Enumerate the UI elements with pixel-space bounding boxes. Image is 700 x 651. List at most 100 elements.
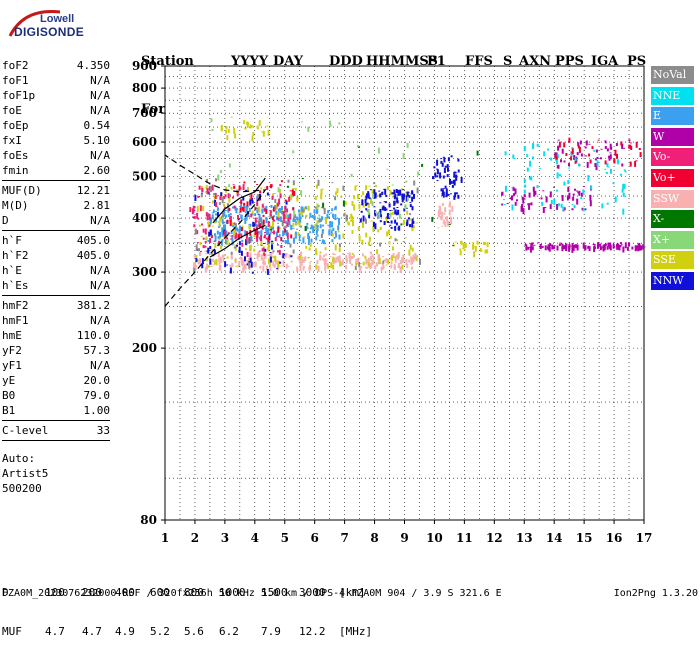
- echo-point: [357, 194, 360, 199]
- param-row-b1: B1 1.00: [2, 403, 110, 418]
- echo-point: [292, 180, 295, 186]
- echo-point: [372, 256, 375, 259]
- echo-point: [370, 220, 373, 222]
- echo-point: [382, 265, 385, 270]
- echo-point: [575, 244, 578, 249]
- echo-point: [365, 185, 368, 191]
- echo-point: [249, 124, 252, 129]
- echo-point: [634, 160, 637, 167]
- echo-point: [345, 265, 348, 270]
- echo-point: [573, 155, 576, 160]
- echo-point: [384, 201, 387, 204]
- param-row-he: h`E N/A: [2, 263, 110, 278]
- echo-point: [392, 195, 395, 198]
- echo-point: [553, 245, 556, 247]
- param-value: 79.0: [83, 389, 111, 402]
- param-name: D: [2, 214, 9, 227]
- echo-point: [391, 209, 394, 211]
- echo-point: [261, 203, 264, 208]
- echo-point: [310, 227, 312, 230]
- echo-point: [272, 260, 275, 267]
- echo-point: [305, 245, 308, 249]
- echo-point: [524, 243, 527, 246]
- echo-point: [189, 207, 192, 212]
- echo-point: [503, 204, 506, 206]
- echo-point: [375, 262, 378, 267]
- echo-point: [196, 212, 199, 219]
- echo-point: [332, 260, 335, 264]
- echo-point: [369, 251, 372, 255]
- echo-point: [224, 206, 227, 209]
- echo-point: [286, 208, 289, 213]
- param-value: N/A: [90, 104, 110, 117]
- echo-point: [224, 226, 227, 233]
- echo-point: [329, 228, 332, 230]
- echo-point: [299, 211, 302, 215]
- echo-point: [319, 251, 322, 254]
- echo-point: [235, 208, 238, 214]
- echo-point: [406, 196, 409, 201]
- echo-point: [299, 264, 302, 269]
- echo-point: [593, 149, 596, 152]
- echo-point: [628, 144, 631, 149]
- echo-point: [544, 207, 547, 208]
- param-row-hf2: h`F2 405.0: [2, 248, 110, 263]
- echo-point: [307, 257, 310, 259]
- x-tick-label: 11: [456, 531, 473, 545]
- echo-point: [304, 206, 307, 210]
- echo-point: [237, 234, 240, 238]
- echo-point: [604, 160, 607, 165]
- echo-point: [292, 207, 295, 211]
- echo-point: [369, 258, 372, 260]
- echo-point: [267, 228, 270, 235]
- echo-point: [292, 187, 295, 190]
- echo-point: [211, 258, 214, 262]
- echo-point: [619, 245, 622, 247]
- echo-point: [201, 223, 203, 226]
- echo-point: [385, 217, 388, 223]
- echo-point: [238, 221, 241, 223]
- echo-point: [379, 202, 382, 204]
- echo-point: [260, 217, 263, 223]
- echo-point: [389, 235, 392, 239]
- echo-point: [415, 256, 418, 261]
- echo-point: [246, 252, 249, 257]
- echo-point: [263, 236, 266, 239]
- auto-program: Artist5: [2, 467, 49, 480]
- echo-point: [237, 215, 239, 219]
- echo-point: [244, 256, 246, 262]
- echo-point: [372, 225, 375, 232]
- echo-point: [316, 260, 319, 265]
- echo-point: [240, 250, 243, 256]
- echo-point: [316, 220, 319, 224]
- echo-point: [631, 246, 634, 250]
- echo-point: [330, 212, 333, 214]
- echo-point: [282, 253, 285, 259]
- echo-point: [251, 240, 253, 242]
- echo-point: [282, 217, 285, 224]
- echo-point: [285, 226, 288, 228]
- echo-point: [247, 187, 249, 192]
- echo-point: [223, 211, 226, 214]
- echo-point: [442, 222, 445, 224]
- parameter-panel: foF2 4.350 foF1 N/A foF1p N/A foE N/A foEp 0.54 fx…: [2, 58, 110, 496]
- x-tick-label: 9: [400, 531, 408, 545]
- y-tick-label: 900: [132, 59, 157, 73]
- echo-cluster-x: [210, 118, 420, 219]
- echo-point: [309, 212, 312, 218]
- echo-point: [539, 246, 542, 249]
- param-name: h`E: [2, 264, 22, 277]
- echo-point: [393, 263, 396, 270]
- echo-point: [603, 244, 606, 249]
- echo-point: [325, 220, 327, 224]
- muf-row: MUF 4.7 4.7 4.9 5.2 5.6 6.2 7.9 12.2 [MHz]: [2, 625, 372, 638]
- d-cell: 3000: [299, 586, 326, 599]
- echo-point: [394, 209, 397, 214]
- echo-point: [298, 222, 301, 227]
- echo-point: [332, 264, 335, 270]
- f2-trace-upper-line: [212, 177, 266, 224]
- echo-point: [397, 253, 400, 260]
- echo-point: [216, 211, 219, 217]
- echo-point: [254, 213, 257, 217]
- echo-point: [266, 230, 268, 235]
